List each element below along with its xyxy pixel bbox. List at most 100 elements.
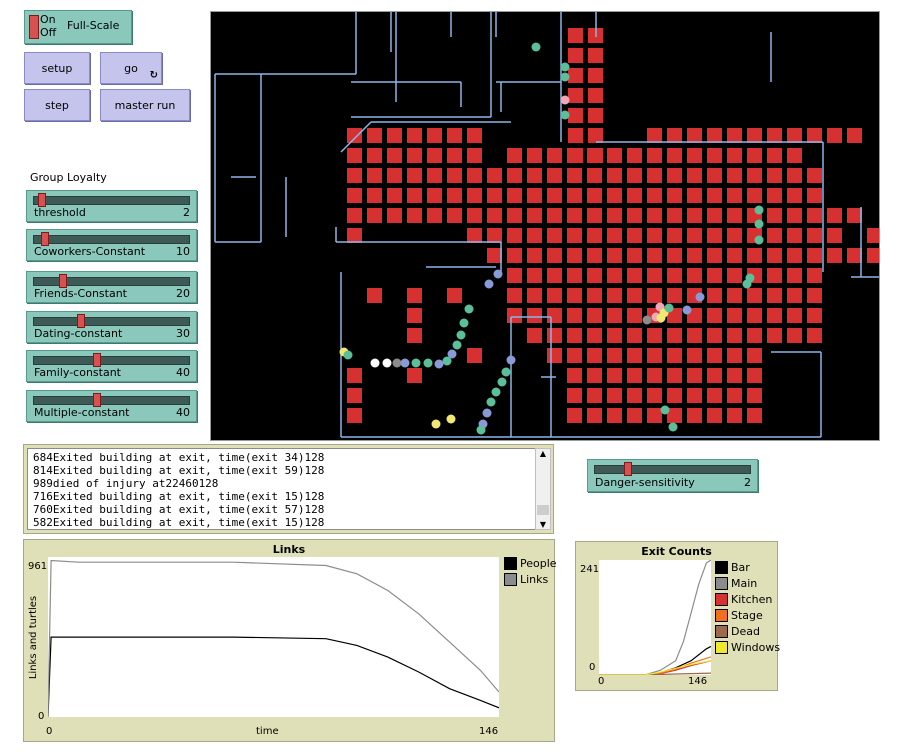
room-tile	[787, 188, 802, 203]
room-tile	[567, 208, 582, 223]
person-agent	[682, 305, 692, 315]
output-text-area[interactable]: 684Exited building at exit, time(exit 34…	[27, 448, 537, 530]
room-tile	[707, 228, 722, 243]
room-tile	[707, 288, 722, 303]
coworkers-constant-slider-knob[interactable]	[41, 232, 49, 246]
friends-constant-slider-track[interactable]	[33, 277, 190, 286]
room-tile	[487, 208, 502, 223]
room-tile	[807, 248, 822, 263]
room-tile	[568, 108, 583, 123]
master-run-button[interactable]: master run	[100, 89, 190, 121]
room-tile	[487, 248, 502, 263]
family-constant-slider[interactable]: Family-constant 40	[26, 350, 197, 382]
person-agent	[754, 205, 764, 215]
family-constant-slider-knob[interactable]	[93, 353, 101, 367]
room-tile	[827, 128, 842, 143]
room-tile	[607, 328, 622, 343]
person-agent	[423, 358, 433, 368]
scroll-down-icon[interactable]: ▼	[539, 520, 547, 529]
person-agent	[482, 408, 492, 418]
threshold-slider-knob[interactable]	[38, 193, 46, 207]
full-scale-switch[interactable]: On Off Full-Scale	[24, 10, 132, 44]
room-tile	[807, 268, 822, 283]
room-tile	[347, 408, 362, 423]
room-tile	[687, 148, 702, 163]
room-tile	[647, 368, 662, 383]
dating-constant-slider-track[interactable]	[33, 317, 190, 326]
room-tile	[507, 268, 522, 283]
room-tile	[587, 228, 602, 243]
command-output[interactable]: 684Exited building at exit, time(exit 34…	[23, 444, 554, 534]
scroll-up-icon[interactable]: ▲	[539, 449, 547, 458]
output-scrollbar[interactable]: ▲ ▼	[535, 448, 551, 530]
room-tile	[607, 228, 622, 243]
room-tile	[707, 188, 722, 203]
room-tile	[447, 148, 462, 163]
room-tile	[567, 148, 582, 163]
room-tile	[447, 188, 462, 203]
danger-sensitivity-slider[interactable]: Danger-sensitivity 2	[587, 459, 758, 492]
room-tile	[567, 388, 582, 403]
output-line: 684Exited building at exit, time(exit 34…	[33, 451, 325, 464]
person-agent	[531, 42, 541, 52]
dating-constant-slider-knob[interactable]	[77, 314, 85, 328]
room-tile	[687, 208, 702, 223]
room-tile	[347, 388, 362, 403]
coworkers-constant-slider-track[interactable]	[33, 235, 190, 244]
switch-toggle-icon[interactable]	[29, 15, 39, 39]
legend-swatch	[715, 561, 728, 574]
room-tile	[567, 328, 582, 343]
room-tile	[667, 188, 682, 203]
room-tile	[607, 408, 622, 423]
room-tile	[647, 348, 662, 363]
links-plot-area	[48, 557, 499, 717]
room-tile	[767, 128, 782, 143]
room-tile	[407, 328, 422, 343]
room-tile	[367, 168, 382, 183]
room-tile	[687, 248, 702, 263]
room-tile	[687, 268, 702, 283]
dating-constant-slider[interactable]: Dating-constant 30	[26, 311, 197, 343]
room-tile	[447, 208, 462, 223]
room-tile	[587, 348, 602, 363]
series-line-kitchen	[599, 660, 711, 675]
room-tile	[587, 208, 602, 223]
room-tile	[507, 228, 522, 243]
step-button[interactable]: step	[24, 89, 90, 121]
room-tile	[747, 328, 762, 343]
room-tile	[687, 328, 702, 343]
friends-constant-slider[interactable]: Friends-Constant 20	[26, 271, 197, 303]
room-tile	[687, 128, 702, 143]
room-tile	[787, 148, 802, 163]
family-constant-slider-track[interactable]	[33, 356, 190, 365]
room-tile	[527, 268, 542, 283]
danger-sensitivity-slider-track[interactable]	[594, 465, 751, 474]
scroll-thumb[interactable]	[537, 505, 549, 515]
multiple-constant-slider-knob[interactable]	[93, 393, 101, 407]
setup-button[interactable]: setup	[24, 52, 90, 84]
room-tile	[588, 128, 603, 143]
threshold-slider[interactable]: threshold 2	[26, 190, 197, 222]
go-button[interactable]: go ↻	[100, 52, 162, 84]
output-line: 989died of injury at22460128	[33, 477, 219, 490]
room-tile	[647, 248, 662, 263]
room-tile	[527, 248, 542, 263]
multiple-constant-slider[interactable]: Multiple-constant 40	[26, 390, 197, 422]
threshold-slider-track[interactable]	[33, 196, 190, 205]
coworkers-constant-slider[interactable]: Coworkers-Constant 10	[26, 229, 197, 261]
room-tile	[647, 168, 662, 183]
person-agent	[754, 219, 764, 229]
person-agent	[642, 315, 652, 325]
person-agent	[452, 340, 462, 350]
person-agent	[660, 405, 670, 415]
world-view[interactable]	[210, 11, 880, 441]
friends-constant-slider-knob[interactable]	[59, 274, 67, 288]
links-plot: Links 961 0 0 146 time Links and turtles…	[23, 539, 557, 742]
multiple-constant-slider-track[interactable]	[33, 396, 190, 405]
links-plot-title: Links	[272, 543, 306, 556]
room-tile	[568, 88, 583, 103]
danger-sensitivity-slider-knob[interactable]	[624, 462, 632, 476]
room-tile	[527, 228, 542, 243]
person-agent	[754, 235, 764, 245]
room-tile	[667, 348, 682, 363]
